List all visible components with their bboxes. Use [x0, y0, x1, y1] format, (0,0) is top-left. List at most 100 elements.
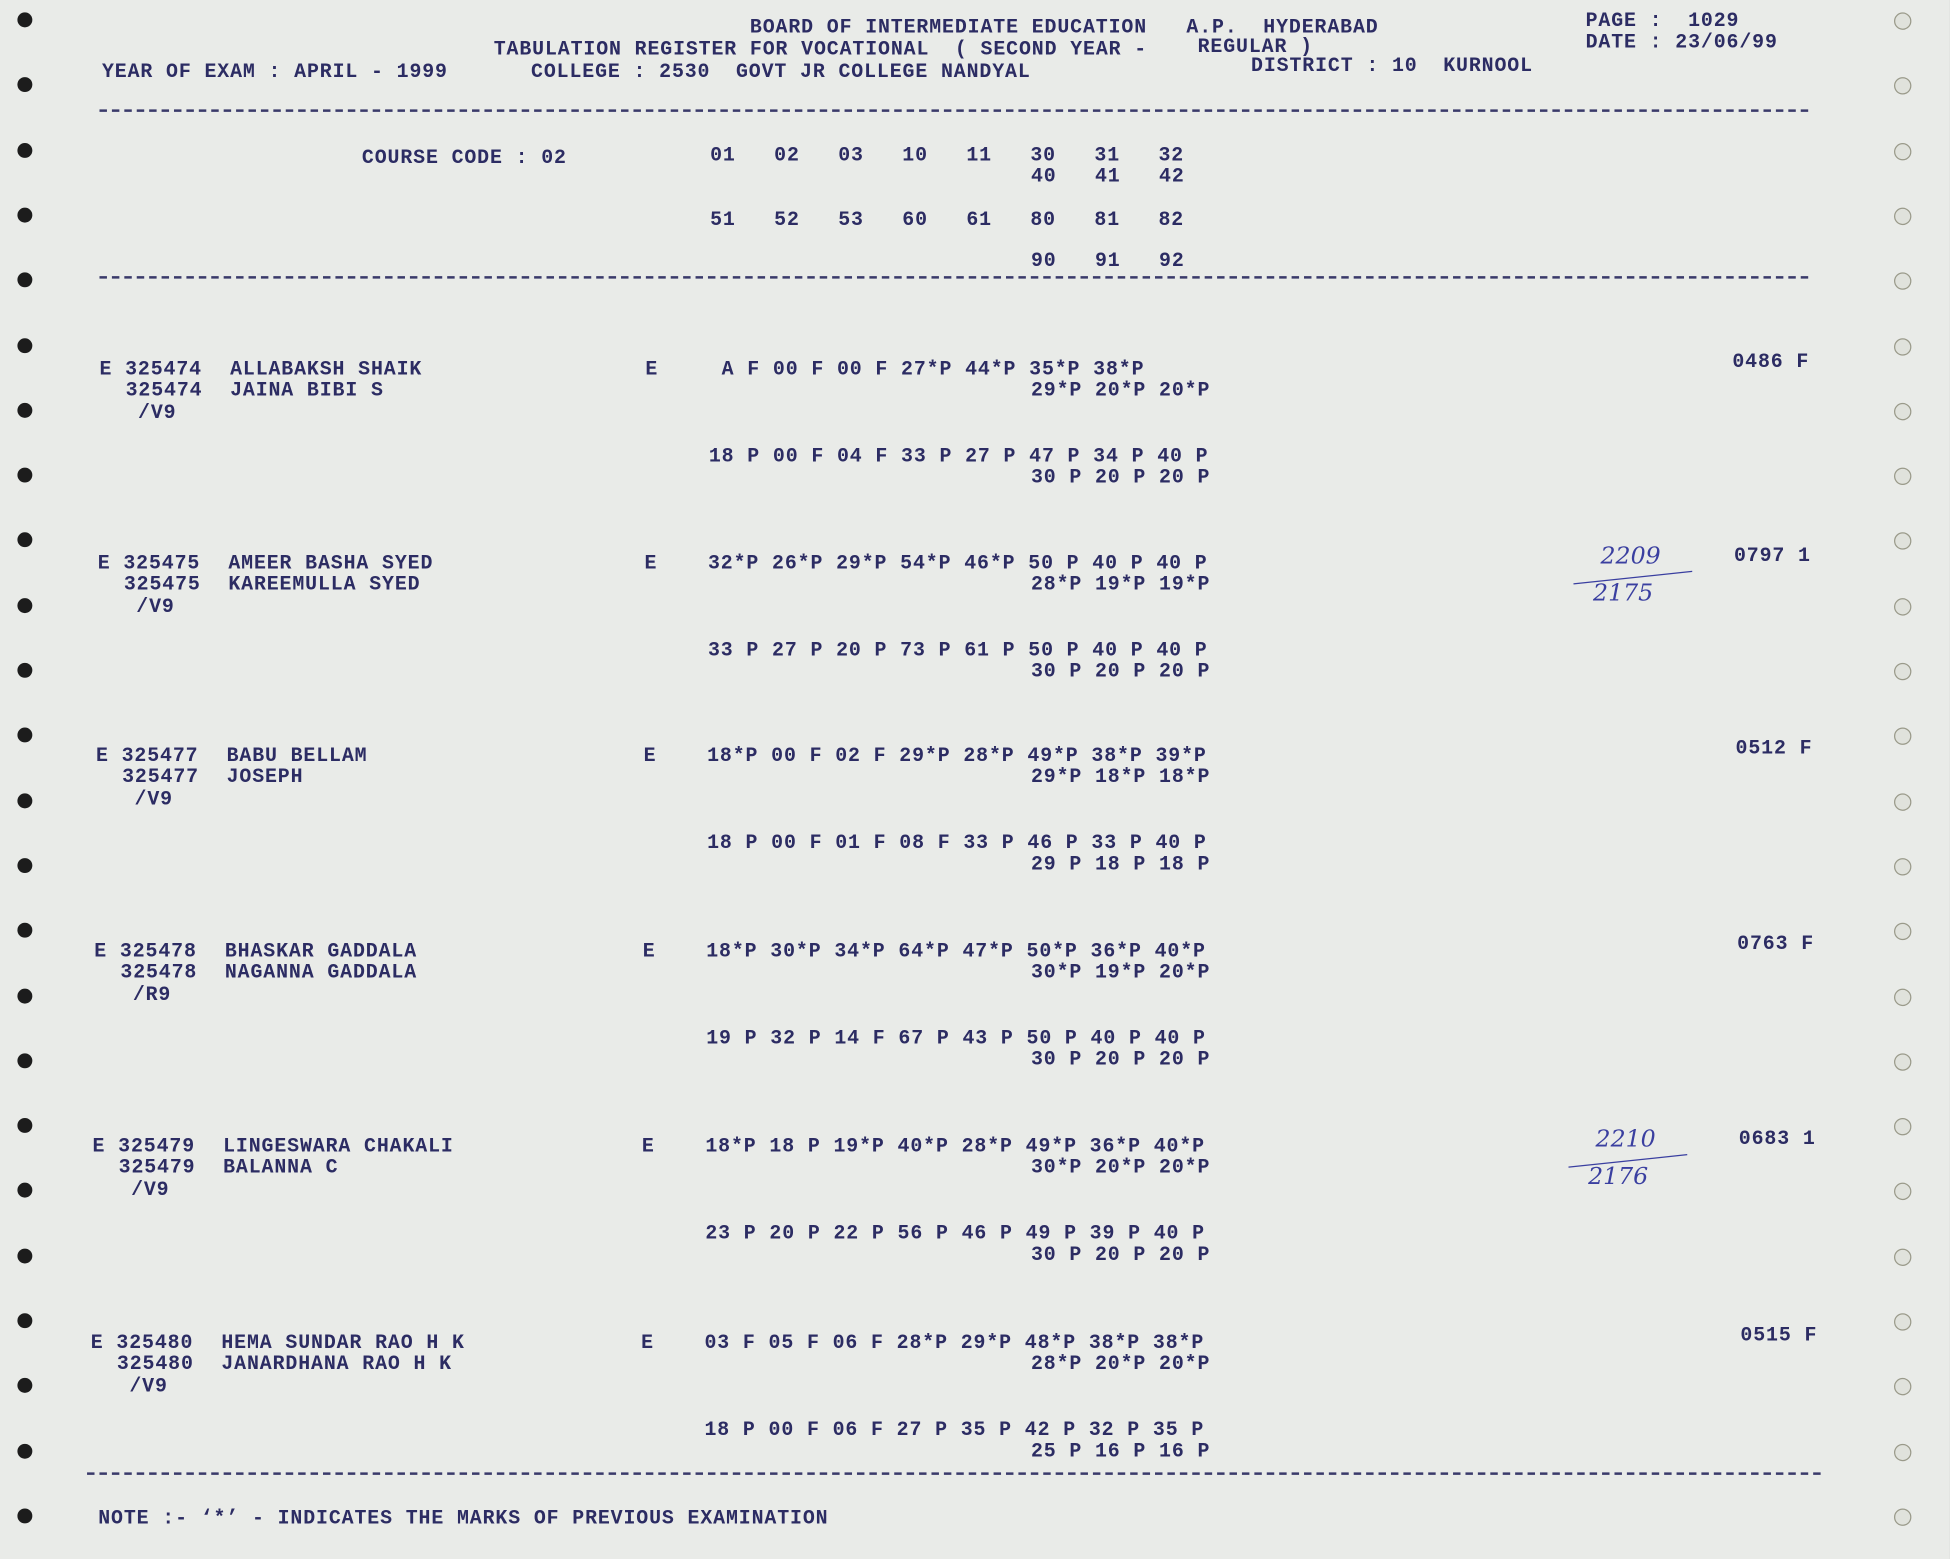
perforation [1894, 77, 1912, 95]
perforation [17, 142, 33, 158]
perforation [1894, 922, 1912, 941]
college: COLLEGE : 2530 GOVT JR COLLEGE NANDYAL [531, 60, 1031, 84]
perforation [17, 597, 33, 613]
subject-codes: 40 41 42 [1030, 165, 1185, 188]
roll-number: 325475 [123, 573, 201, 596]
marks-row: 18 P 00 F 06 F 27 P 35 P 42 P 32 P 35 P [704, 1418, 1205, 1442]
group-code: /V9 [131, 1178, 170, 1202]
perforation [1894, 272, 1912, 290]
marks-row: 33 P 27 P 20 P 73 P 61 P 50 P 40 P 40 P [707, 639, 1208, 662]
perforation [1894, 662, 1912, 681]
marks-row: 03 F 05 F 06 F 28*P 29*P 48*P 38*P 38*P [704, 1331, 1205, 1355]
marks-row: 30*P 19*P 20*P [1030, 961, 1211, 984]
perforation [17, 922, 33, 938]
marks-row: 18 P 00 F 01 F 08 F 33 P 46 P 33 P 40 P [707, 831, 1207, 855]
marks-row: 30 P 20 P 20 P [1030, 1048, 1211, 1071]
total-result: 0512 F [1735, 737, 1813, 760]
perforation [17, 532, 33, 548]
group-code: /R9 [132, 983, 172, 1007]
perforation [1894, 467, 1912, 486]
perforation [1894, 597, 1912, 616]
marks-row: 28*P 20*P 20*P [1030, 1353, 1211, 1376]
candidate-name: BABU BELLAM [226, 744, 368, 768]
course-code: COURSE CODE : 02 [361, 146, 567, 170]
parent-name: JAINA BIBI S [230, 379, 384, 402]
group-code: /V9 [136, 595, 175, 619]
perforation [1894, 12, 1912, 30]
district: DISTRICT : 10 KURNOOL [1251, 54, 1533, 78]
total-result: 0515 F [1740, 1324, 1818, 1347]
roll-number: E 325477 [95, 744, 199, 768]
perforation [1894, 857, 1912, 876]
board-state: A.P. HYDERABAD [1186, 16, 1379, 39]
marks-row: 29*P 20*P 20*P [1030, 379, 1211, 402]
roll-number: 325478 [120, 961, 198, 984]
perforation [17, 77, 33, 93]
perforation [1894, 1508, 1912, 1526]
perforation [17, 1053, 33, 1068]
parent-name: JANARDHANA RAO H K [221, 1353, 452, 1376]
marks-row: 29 P 18 P 18 P [1030, 853, 1211, 876]
group-code: /V9 [138, 401, 177, 425]
perforation [17, 1248, 33, 1264]
candidate-name: ALLABAKSH SHAIK [230, 358, 423, 381]
group-code: /V9 [129, 1375, 168, 1398]
candidate-name: AMEER BASHA SYED [228, 552, 434, 575]
print-date: DATE : 23/06/99 [1585, 31, 1778, 54]
handwritten-note: 2210 [1595, 1125, 1656, 1153]
perforation [17, 792, 33, 808]
marks-row: 18*P 30*P 34*P 64*P 47*P 50*P 36*P 40*P [706, 940, 1206, 963]
marks-row: 18*P 00 F 02 F 29*P 28*P 49*P 38*P 39*P [707, 744, 1207, 768]
perforation [17, 1313, 33, 1329]
perforation [17, 1183, 33, 1199]
footnote: NOTE :- ‘*’ - INDICATES THE MARKS OF PRE… [98, 1507, 829, 1530]
exam-year: YEAR OF EXAM : APRIL - 1999 [101, 60, 448, 84]
perforation [1894, 142, 1912, 160]
parent-name: JOSEPH [226, 766, 304, 789]
marks-row: 18 P 00 F 04 F 33 P 27 P 47 P 34 P 40 P [708, 445, 1209, 468]
roll-number: E 325475 [97, 552, 201, 575]
marks-row: A F 00 F 00 F 27*P 44*P 35*P 38*P [708, 358, 1145, 381]
medium: E [642, 940, 656, 963]
roll-number: E 325479 [92, 1135, 196, 1158]
perforation [1894, 727, 1912, 746]
board-title: BOARD OF INTERMEDIATE EDUCATION [749, 16, 1148, 39]
parent-name: NAGANNA GADDALA [224, 961, 418, 984]
perforation [1894, 988, 1912, 1006]
register-title: TABULATION REGISTER FOR VOCATIONAL ( SEC… [493, 38, 1148, 61]
marks-row: 19 P 32 P 14 F 67 P 43 P 50 P 40 P 40 P [706, 1027, 1206, 1050]
medium: E [641, 1135, 655, 1158]
candidate-name: HEMA SUNDAR RAO H K [221, 1331, 465, 1355]
separator [87, 1472, 1821, 1475]
candidate-name: LINGESWARA CHAKALI [223, 1135, 454, 1158]
total-result: 0683 1 [1738, 1127, 1816, 1151]
handwritten-note: 2176 [1588, 1162, 1649, 1191]
perforation [1894, 1313, 1912, 1331]
perforation [17, 467, 33, 483]
perforation [17, 12, 33, 28]
marks-row: 29*P 18*P 18*P [1030, 766, 1211, 789]
parent-name: BALANNA C [223, 1156, 339, 1179]
perforation [17, 988, 33, 1003]
page-number: PAGE : 1029 [1585, 9, 1740, 33]
perforation [1894, 1443, 1912, 1461]
perforation [17, 272, 33, 288]
handwritten-note: 2209 [1600, 542, 1661, 570]
roll-number: E 325480 [90, 1331, 194, 1355]
perforation [17, 1378, 33, 1394]
perforation [17, 857, 33, 873]
perforation [1894, 1248, 1912, 1266]
marks-row: 23 P 20 P 22 P 56 P 46 P 49 P 39 P 40 P [705, 1222, 1205, 1245]
separator [99, 109, 1809, 112]
medium: E [644, 552, 658, 575]
perforation [1894, 1378, 1912, 1396]
medium: E [641, 1331, 654, 1355]
marks-row: 30*P 20*P 20*P [1030, 1156, 1211, 1179]
roll-number: E 325474 [99, 358, 202, 381]
candidate-name: BHASKAR GADDALA [224, 940, 418, 963]
roll-number: 325474 [125, 379, 203, 402]
subject-codes: 90 91 92 [1030, 249, 1185, 273]
perforation [1894, 337, 1912, 356]
perforation [1894, 792, 1912, 811]
